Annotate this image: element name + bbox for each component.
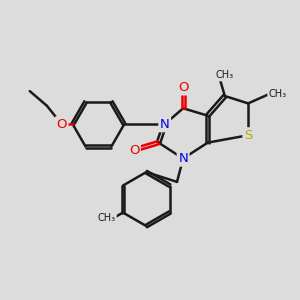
- Text: O: O: [56, 118, 67, 131]
- Text: N: N: [160, 118, 169, 131]
- Text: O: O: [178, 81, 188, 94]
- Text: CH₃: CH₃: [98, 213, 116, 223]
- Text: CH₃: CH₃: [268, 88, 287, 99]
- Text: O: O: [129, 143, 139, 157]
- Text: N: N: [178, 152, 188, 165]
- Text: S: S: [244, 129, 252, 142]
- Text: CH₃: CH₃: [216, 70, 234, 80]
